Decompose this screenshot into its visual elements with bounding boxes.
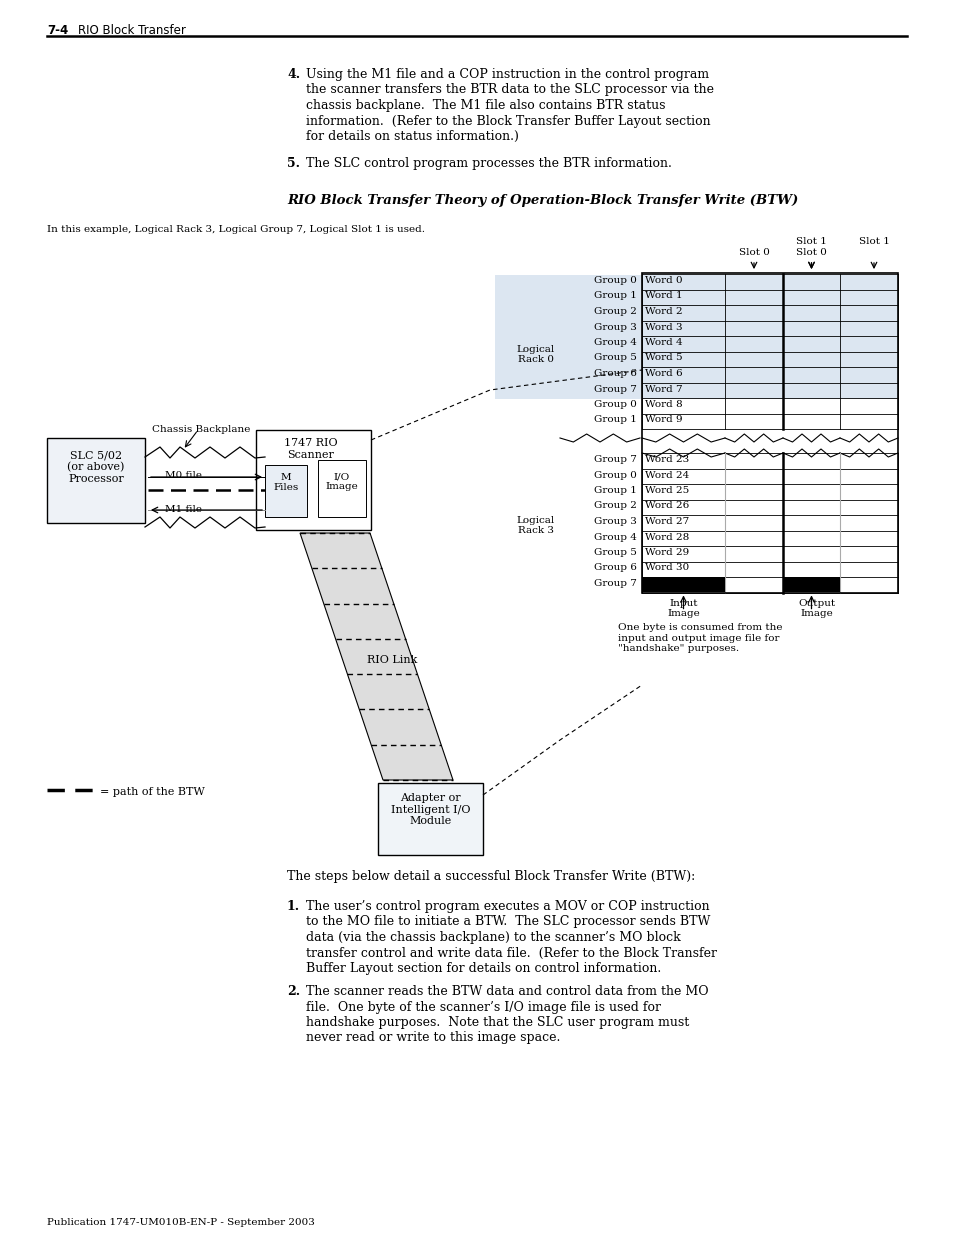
Text: Group 2: Group 2 [594,501,637,510]
Text: Word 9: Word 9 [644,415,682,425]
Text: = path of the BTW: = path of the BTW [100,787,205,797]
Text: Group 5: Group 5 [594,353,637,363]
Text: Input
Image: Input Image [666,599,700,618]
Text: Publication 1747-UM010B-EN-P - September 2003: Publication 1747-UM010B-EN-P - September… [47,1218,314,1228]
Text: Group 2: Group 2 [594,308,637,316]
Text: Group 6: Group 6 [594,563,637,573]
Text: for details on status information.): for details on status information.) [306,130,518,143]
Text: Word 2: Word 2 [644,308,682,316]
Polygon shape [299,534,453,781]
Text: Adapter or
Intelligent I/O
Module: Adapter or Intelligent I/O Module [391,793,470,826]
Text: M
Files: M Files [274,473,298,493]
Text: Chassis Backplane: Chassis Backplane [152,425,250,433]
Text: Group 1: Group 1 [594,291,637,300]
Text: file.  One byte of the scanner’s I/O image file is used for: file. One byte of the scanner’s I/O imag… [306,1000,660,1014]
Text: RIO Block Transfer Theory of Operation-Block Transfer Write (BTW): RIO Block Transfer Theory of Operation-B… [287,194,798,207]
Text: information.  (Refer to the Block Transfer Buffer Layout section: information. (Refer to the Block Transfe… [306,115,710,127]
Text: Group 6: Group 6 [594,369,637,378]
Text: Word 27: Word 27 [644,517,688,526]
Text: Word 25: Word 25 [644,487,688,495]
Text: The steps below detail a successful Block Transfer Write (BTW):: The steps below detail a successful Bloc… [287,869,695,883]
Bar [377,783,482,855]
Text: Word 26: Word 26 [644,501,688,510]
Text: RIO Block Transfer: RIO Block Transfer [78,23,186,37]
Text: Word 29: Word 29 [644,548,688,557]
Text: 1.: 1. [287,900,300,913]
Text: The scanner reads the BTW data and control data from the MO: The scanner reads the BTW data and contr… [306,986,708,998]
Text: Slot 1: Slot 1 [858,237,888,246]
Text: The user’s control program executes a MOV or COP instruction: The user’s control program executes a MO… [306,900,709,913]
Text: RIO Link: RIO Link [367,655,416,664]
Text: Word 4: Word 4 [644,338,682,347]
Text: Group 0: Group 0 [594,400,637,409]
Text: Word 28: Word 28 [644,532,688,541]
Text: M1 file: M1 file [165,505,202,514]
Text: M0 file: M0 file [165,471,202,480]
Text: Logical
Rack 0: Logical Rack 0 [517,345,555,364]
Text: the scanner transfers the BTR data to the SLC processor via the: the scanner transfers the BTR data to th… [306,84,713,96]
Text: 2.: 2. [287,986,300,998]
Text: Word 31: Word 31 [644,579,688,588]
Text: Word 23: Word 23 [644,454,688,464]
Text: Group 4: Group 4 [594,338,637,347]
Text: Group 5: Group 5 [594,548,637,557]
Text: Word 30: Word 30 [644,563,688,573]
Bar [495,275,897,399]
Text: Word 0: Word 0 [644,275,682,285]
Text: Group 3: Group 3 [594,517,637,526]
Text: Group 4: Group 4 [594,532,637,541]
Text: Group 1: Group 1 [594,415,637,425]
Text: Buffer Layout section for details on control information.: Buffer Layout section for details on con… [306,962,660,974]
Text: Output
Image: Output Image [797,599,834,618]
Bar [641,273,897,593]
Text: Word 24: Word 24 [644,471,688,479]
Text: Group 7: Group 7 [594,454,637,464]
Text: transfer control and write data file.  (Refer to the Block Transfer: transfer control and write data file. (R… [306,946,717,960]
Text: Word 8: Word 8 [644,400,682,409]
Text: Slot 0: Slot 0 [738,248,769,257]
Text: Using the M1 file and a COP instruction in the control program: Using the M1 file and a COP instruction … [306,68,708,82]
Text: Logical
Rack 3: Logical Rack 3 [517,516,555,535]
Text: Slot 0: Slot 0 [795,248,826,257]
Bar [317,459,366,517]
Text: SLC 5/02
(or above)
Processor: SLC 5/02 (or above) Processor [68,450,125,484]
Text: Group 1: Group 1 [594,487,637,495]
Text: Group 0: Group 0 [594,275,637,285]
Text: chassis backplane.  The M1 file also contains BTR status: chassis backplane. The M1 file also cont… [306,99,665,112]
Text: Word 3: Word 3 [644,322,682,331]
Text: 5.: 5. [287,157,299,170]
Text: Group 7: Group 7 [594,579,637,588]
Text: 1747 RIO
Scanner: 1747 RIO Scanner [284,438,337,459]
Bar [255,430,371,530]
Text: to the MO file to initiate a BTW.  The SLC processor sends BTW: to the MO file to initiate a BTW. The SL… [306,915,710,929]
Text: data (via the chassis backplane) to the scanner’s MO block: data (via the chassis backplane) to the … [306,931,680,944]
Text: never read or write to this image space.: never read or write to this image space. [306,1031,559,1045]
Text: handshake purposes.  Note that the SLC user program must: handshake purposes. Note that the SLC us… [306,1016,688,1029]
Text: In this example, Logical Rack 3, Logical Group 7, Logical Slot 1 is used.: In this example, Logical Rack 3, Logical… [47,225,424,233]
Bar [47,438,145,522]
Text: Word 1: Word 1 [644,291,682,300]
Text: Word 6: Word 6 [644,369,682,378]
Text: I/O
Image: I/O Image [325,472,358,492]
Text: 7-4: 7-4 [47,23,69,37]
Text: Word 7: Word 7 [644,384,682,394]
Text: Slot 1: Slot 1 [795,237,826,246]
Bar [782,577,840,592]
Text: Group 3: Group 3 [594,322,637,331]
Text: 4.: 4. [287,68,300,82]
Bar [641,577,724,592]
Bar [265,466,307,517]
Text: The SLC control program processes the BTR information.: The SLC control program processes the BT… [306,157,671,170]
Text: Group 0: Group 0 [594,471,637,479]
Text: One byte is consumed from the
input and output image file for
"handshake" purpos: One byte is consumed from the input and … [618,624,781,653]
Text: Group 7: Group 7 [594,384,637,394]
Text: Word 5: Word 5 [644,353,682,363]
